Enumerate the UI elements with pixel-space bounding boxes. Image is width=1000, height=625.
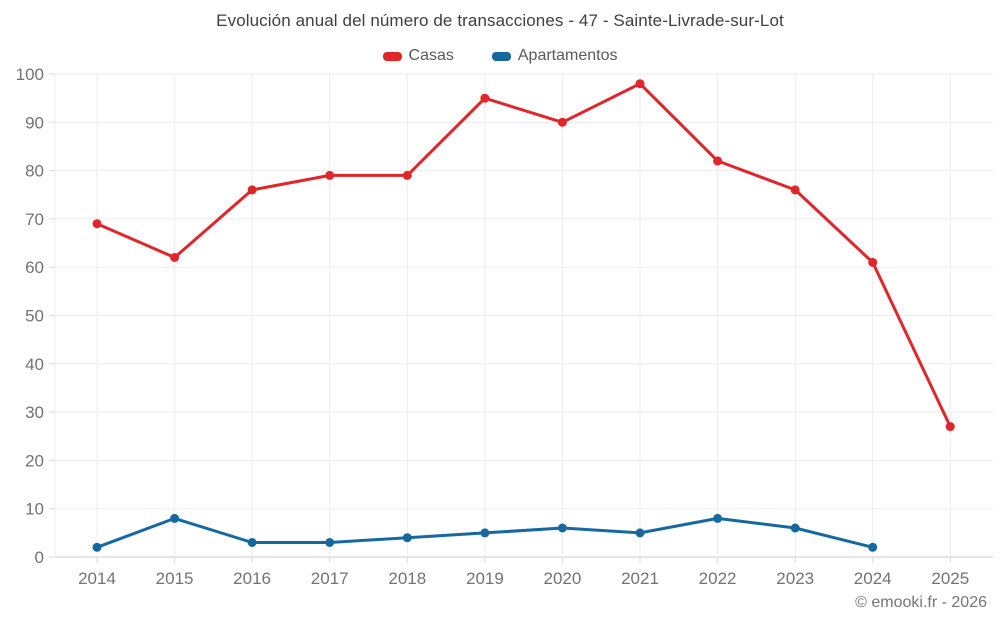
- point-casas-2019[interactable]: [480, 93, 490, 103]
- x-tick-label: 2023: [776, 569, 814, 588]
- point-casas-2014[interactable]: [92, 219, 102, 229]
- y-tick-label: 30: [25, 403, 44, 422]
- x-axis-grid: 2014 2015 2016 2017 2018 2019 2020 2021 2022 2023…: [54, 74, 969, 588]
- point-apartamentos-2018[interactable]: [402, 533, 412, 543]
- y-axis-grid: 0 10 20 30 40 50 60 70 80 90 100: [16, 65, 993, 567]
- chart-title: Evolución anual del número de transaccio…: [216, 11, 784, 30]
- point-casas-2020[interactable]: [557, 117, 567, 127]
- point-apartamentos-2024[interactable]: [868, 542, 878, 552]
- x-tick-label: 2024: [854, 569, 892, 588]
- point-casas-2015[interactable]: [170, 253, 180, 262]
- point-apartamentos-2015[interactable]: [170, 513, 180, 523]
- y-tick-label: 20: [25, 451, 44, 470]
- x-tick-label: 2019: [466, 569, 504, 588]
- point-casas-2016[interactable]: [247, 185, 257, 195]
- point-casas-2023[interactable]: [790, 185, 800, 195]
- chart-legend: Casas Apartamentos: [0, 47, 1000, 65]
- x-tick-label: 2016: [233, 569, 271, 588]
- point-casas-2018[interactable]: [402, 170, 412, 180]
- point-apartamentos-2020[interactable]: [557, 523, 567, 533]
- point-apartamentos-2023[interactable]: [790, 523, 800, 533]
- legend-label-apartamentos: Apartamentos: [517, 47, 618, 64]
- casas-color-swatch: [382, 51, 402, 61]
- y-tick-label: 40: [25, 355, 44, 374]
- point-apartamentos-2019[interactable]: [480, 528, 490, 538]
- point-apartamentos-2021[interactable]: [635, 528, 645, 538]
- point-casas-2024[interactable]: [868, 257, 878, 267]
- x-tick-label: 2017: [311, 569, 349, 588]
- point-apartamentos-2022[interactable]: [713, 513, 723, 523]
- series-apartamentos: [92, 513, 878, 552]
- y-tick-label: 0: [35, 548, 44, 567]
- x-tick-label: 2014: [78, 569, 116, 588]
- point-casas-2021[interactable]: [635, 79, 645, 89]
- point-apartamentos-2014[interactable]: [92, 542, 102, 552]
- y-tick-label: 100: [16, 65, 44, 84]
- y-tick-label: 10: [25, 500, 44, 519]
- y-tick-label: 60: [25, 258, 44, 277]
- point-casas-2017[interactable]: [325, 170, 335, 180]
- y-tick-label: 50: [25, 307, 44, 326]
- x-tick-label: 2025: [931, 569, 969, 588]
- legend-item-casas[interactable]: Casas: [382, 47, 454, 65]
- point-apartamentos-2017[interactable]: [325, 538, 335, 547]
- point-apartamentos-2016[interactable]: [247, 538, 257, 547]
- series-casas: [92, 79, 955, 432]
- point-casas-2022[interactable]: [713, 156, 723, 166]
- x-tick-label: 2022: [699, 569, 737, 588]
- x-tick-label: 2018: [388, 569, 426, 588]
- legend-label-casas: Casas: [408, 47, 454, 64]
- point-casas-2025[interactable]: [945, 422, 955, 432]
- x-tick-label: 2020: [543, 569, 581, 588]
- legend-item-apartamentos[interactable]: Apartamentos: [491, 47, 618, 65]
- x-tick-label: 2021: [621, 569, 659, 588]
- x-tick-label: 2015: [156, 569, 194, 588]
- copyright-footer: © emooki.fr - 2026: [855, 594, 987, 611]
- apartamentos-color-swatch: [491, 51, 511, 61]
- y-tick-label: 70: [25, 210, 44, 229]
- y-tick-label: 90: [25, 113, 44, 132]
- y-tick-label: 80: [25, 162, 44, 181]
